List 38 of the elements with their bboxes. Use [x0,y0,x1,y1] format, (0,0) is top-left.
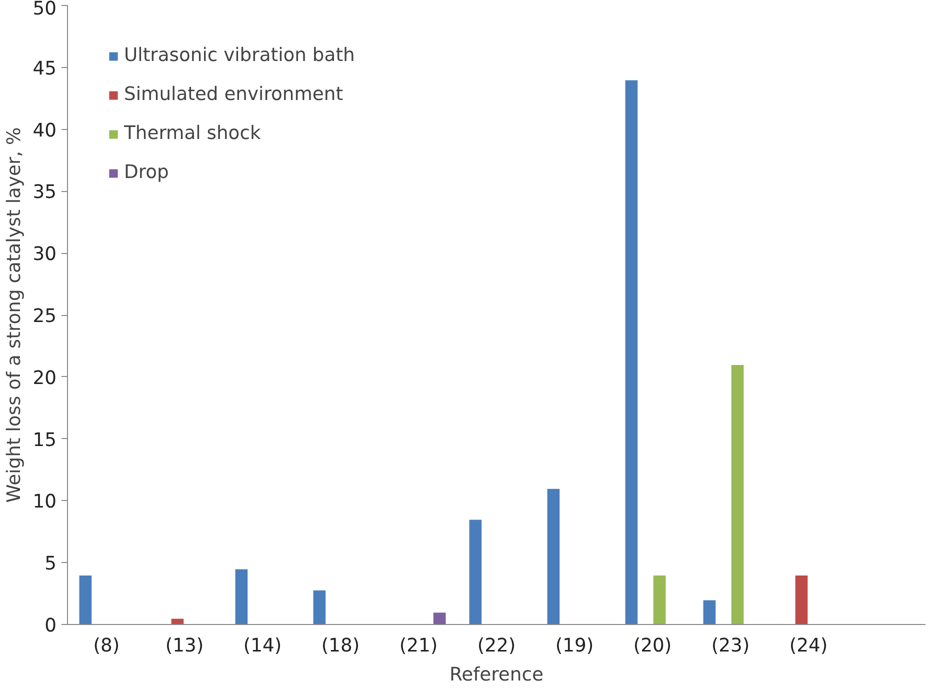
bar [702,599,717,624]
y-tick-label: 50 [32,0,57,20]
bar [312,589,327,624]
bar [794,574,809,624]
y-tick-label: 25 [32,306,57,327]
legend-label: Simulated environment [124,84,344,105]
bar [468,518,483,624]
x-tick-label: (13) [165,636,204,656]
legend-label: Ultrasonic vibration bath [124,45,355,66]
bar [624,79,639,624]
y-tick-label: 30 [32,244,57,266]
x-tick-label: (19) [555,636,594,656]
x-tick-label: (21) [399,636,438,656]
bar [730,364,745,624]
x-tick-label: (20) [633,636,672,656]
bar [234,568,249,624]
bar [546,488,561,624]
legend-label: Drop [124,162,169,183]
y-tick-label: 15 [32,430,57,451]
y-tick-label: 0 [44,616,57,636]
bar [652,574,667,624]
bar [432,612,447,624]
legend-label: Thermal shock [124,123,261,144]
y-tick-label: 35 [32,182,57,204]
y-tick-label: 20 [32,368,57,389]
x-tick-label: (18) [321,636,360,656]
bar [78,574,93,624]
x-tick-label: (24) [789,636,828,656]
x-axis-title: Reference [450,664,544,686]
y-tick-label: 40 [32,120,57,142]
y-tick-label: 10 [32,492,57,513]
x-tick-label: (23) [711,636,750,656]
x-tick-label: (22) [477,636,516,656]
x-tick-label: (8) [93,636,120,656]
x-tick-label: (14) [243,636,282,656]
y-tick-label: 45 [32,58,57,80]
y-tick-label: 5 [44,554,57,575]
y-axis-title: Weight loss of a strong catalyst layer, % [4,127,25,503]
